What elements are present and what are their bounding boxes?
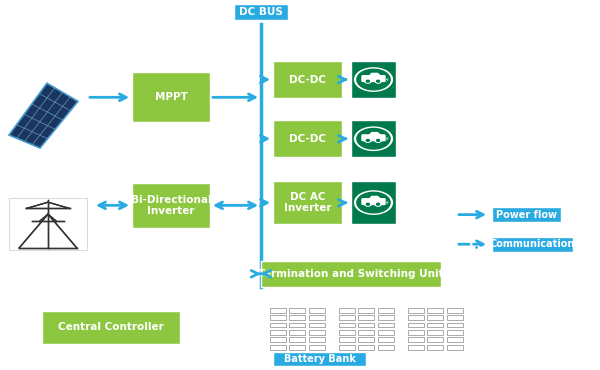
Circle shape xyxy=(365,79,371,83)
Circle shape xyxy=(367,203,370,205)
Circle shape xyxy=(377,80,380,82)
Circle shape xyxy=(365,202,371,206)
FancyBboxPatch shape xyxy=(351,120,396,157)
Circle shape xyxy=(365,138,371,142)
Circle shape xyxy=(355,127,392,150)
Text: Power flow: Power flow xyxy=(496,209,557,220)
FancyBboxPatch shape xyxy=(492,237,573,252)
FancyBboxPatch shape xyxy=(9,198,87,250)
Circle shape xyxy=(357,192,390,213)
FancyBboxPatch shape xyxy=(361,134,386,141)
FancyBboxPatch shape xyxy=(273,61,342,98)
Text: ⚡: ⚡ xyxy=(385,78,389,83)
Text: ⚡: ⚡ xyxy=(385,137,389,142)
Polygon shape xyxy=(368,132,382,135)
Circle shape xyxy=(355,68,392,91)
FancyBboxPatch shape xyxy=(273,352,366,366)
Circle shape xyxy=(377,139,380,141)
FancyBboxPatch shape xyxy=(361,198,386,205)
Circle shape xyxy=(375,138,381,142)
Text: Bi-Directional
Inverter: Bi-Directional Inverter xyxy=(131,195,211,216)
FancyBboxPatch shape xyxy=(132,183,210,228)
FancyBboxPatch shape xyxy=(351,61,396,98)
FancyBboxPatch shape xyxy=(351,181,396,224)
Circle shape xyxy=(377,203,380,205)
Text: Communication: Communication xyxy=(490,239,575,249)
Text: Battery Bank: Battery Bank xyxy=(284,354,355,364)
Circle shape xyxy=(375,79,381,83)
Text: DC-DC: DC-DC xyxy=(289,134,326,144)
Text: DC BUS: DC BUS xyxy=(239,7,283,17)
Circle shape xyxy=(367,80,370,82)
Text: Central Controller: Central Controller xyxy=(58,322,164,333)
Polygon shape xyxy=(368,73,382,76)
Circle shape xyxy=(367,139,370,141)
FancyBboxPatch shape xyxy=(273,120,342,157)
Text: MPPT: MPPT xyxy=(155,92,187,102)
FancyBboxPatch shape xyxy=(132,72,210,122)
FancyBboxPatch shape xyxy=(42,311,180,344)
Circle shape xyxy=(355,191,392,214)
Text: ⚡: ⚡ xyxy=(385,201,389,206)
FancyBboxPatch shape xyxy=(273,181,342,224)
Polygon shape xyxy=(368,196,382,199)
FancyBboxPatch shape xyxy=(492,207,561,222)
Circle shape xyxy=(357,69,390,90)
FancyBboxPatch shape xyxy=(361,75,386,82)
Text: DC AC
Inverter: DC AC Inverter xyxy=(284,192,331,213)
Text: DC-DC: DC-DC xyxy=(289,74,326,85)
Circle shape xyxy=(357,128,390,149)
FancyBboxPatch shape xyxy=(261,261,441,287)
Polygon shape xyxy=(9,83,78,148)
Circle shape xyxy=(375,202,381,206)
Text: Termination and Switching Unit: Termination and Switching Unit xyxy=(258,269,444,279)
FancyBboxPatch shape xyxy=(234,4,288,20)
